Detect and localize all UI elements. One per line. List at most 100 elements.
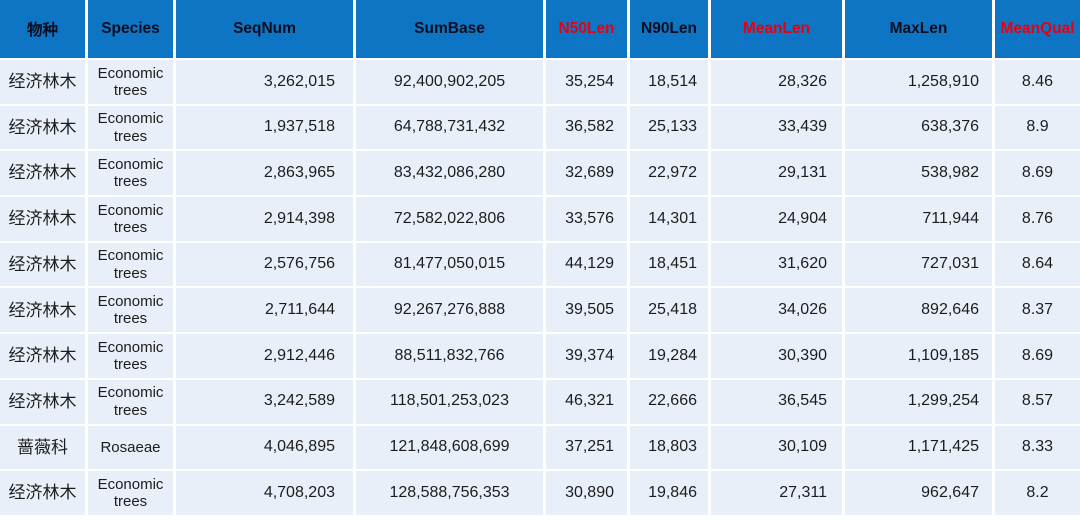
table-cell: 1,937,518: [176, 105, 356, 152]
table-cell: Economic trees: [88, 197, 176, 243]
column-header-maxlen: MaxLen: [845, 0, 995, 60]
table-cell: Rosaeae: [88, 425, 176, 472]
table-cell: 蔷薇科: [0, 425, 88, 472]
table-cell: 经济林木: [0, 105, 88, 152]
column-header-meanqual: MeanQual: [995, 0, 1080, 60]
table-cell: 8.64: [995, 242, 1080, 289]
table-cell: 2,863,965: [176, 151, 356, 198]
column-header-n90len: N90Len: [630, 0, 711, 60]
table-cell: Economic trees: [88, 379, 176, 426]
table-cell: 8.33: [995, 425, 1080, 472]
table-cell: 27,311: [711, 471, 845, 517]
table-cell: 30,890: [546, 471, 630, 517]
table-cell: 64,788,731,432: [356, 105, 546, 152]
table-cell: 638,376: [845, 105, 995, 152]
column-header-n50len: N50Len: [546, 0, 630, 60]
table-cell: 8.76: [995, 197, 1080, 243]
table-cell: 22,972: [630, 151, 711, 198]
table-cell: 118,501,253,023: [356, 379, 546, 426]
table-cell: 538,982: [845, 151, 995, 198]
table-cell: 8.37: [995, 288, 1080, 335]
table-cell: 8.9: [995, 105, 1080, 152]
table-cell: 92,400,902,205: [356, 60, 546, 106]
table-cell: 24,904: [711, 197, 845, 243]
table-cell: 83,432,086,280: [356, 151, 546, 198]
table-cell: 121,848,608,699: [356, 425, 546, 472]
table-cell: 2,576,756: [176, 242, 356, 289]
table-cell: 经济林木: [0, 242, 88, 289]
table-cell: 19,846: [630, 471, 711, 517]
table-cell: 1,258,910: [845, 60, 995, 106]
table-cell: 36,545: [711, 379, 845, 426]
column-header-meanlen: MeanLen: [711, 0, 845, 60]
table-cell: 34,026: [711, 288, 845, 335]
table-cell: 25,133: [630, 105, 711, 152]
table-cell: 35,254: [546, 60, 630, 106]
table-cell: 33,576: [546, 197, 630, 243]
table-cell: 36,582: [546, 105, 630, 152]
table-cell: Economic trees: [88, 334, 176, 380]
table-cell: 1,109,185: [845, 334, 995, 380]
table-cell: 39,374: [546, 334, 630, 380]
table-cell: 经济林木: [0, 151, 88, 198]
table-cell: 81,477,050,015: [356, 242, 546, 289]
table-cell: 19,284: [630, 334, 711, 380]
table-cell: 经济林木: [0, 197, 88, 243]
table-cell: 8.2: [995, 471, 1080, 517]
table-cell: Economic trees: [88, 288, 176, 335]
table-cell: 30,109: [711, 425, 845, 472]
table-cell: 37,251: [546, 425, 630, 472]
table-cell: Economic trees: [88, 471, 176, 517]
table-cell: 18,803: [630, 425, 711, 472]
table-cell: 14,301: [630, 197, 711, 243]
table-cell: Economic trees: [88, 105, 176, 152]
table-cell: 46,321: [546, 379, 630, 426]
table-cell: 44,129: [546, 242, 630, 289]
table-cell: 32,689: [546, 151, 630, 198]
table-cell: 8.69: [995, 151, 1080, 198]
column-header-sumbase: SumBase: [356, 0, 546, 60]
table-cell: 92,267,276,888: [356, 288, 546, 335]
table-cell: 1,299,254: [845, 379, 995, 426]
table-cell: 18,451: [630, 242, 711, 289]
table-cell: 3,242,589: [176, 379, 356, 426]
column-header-seqnum: SeqNum: [176, 0, 356, 60]
table-cell: 3,262,015: [176, 60, 356, 106]
table-cell: 30,390: [711, 334, 845, 380]
table-cell: 经济林木: [0, 334, 88, 380]
table-cell: 2,711,644: [176, 288, 356, 335]
table-cell: 711,944: [845, 197, 995, 243]
table-cell: 962,647: [845, 471, 995, 517]
table-cell: Economic trees: [88, 242, 176, 289]
table-cell: 28,326: [711, 60, 845, 106]
table-cell: 39,505: [546, 288, 630, 335]
table-cell: 经济林木: [0, 379, 88, 426]
table-cell: 4,708,203: [176, 471, 356, 517]
table-cell: 1,171,425: [845, 425, 995, 472]
table-cell: 128,588,756,353: [356, 471, 546, 517]
table-cell: 经济林木: [0, 471, 88, 517]
table-cell: 2,914,398: [176, 197, 356, 243]
table-cell: Economic trees: [88, 151, 176, 198]
table-cell: Economic trees: [88, 60, 176, 106]
table-cell: 72,582,022,806: [356, 197, 546, 243]
table-cell: 727,031: [845, 242, 995, 289]
table-cell: 经济林木: [0, 60, 88, 106]
table-cell: 88,511,832,766: [356, 334, 546, 380]
table-cell: 8.57: [995, 379, 1080, 426]
table-cell: 31,620: [711, 242, 845, 289]
table-cell: 2,912,446: [176, 334, 356, 380]
table-cell: 18,514: [630, 60, 711, 106]
table-cell: 29,131: [711, 151, 845, 198]
table-cell: 8.46: [995, 60, 1080, 106]
table-cell: 33,439: [711, 105, 845, 152]
table-cell: 25,418: [630, 288, 711, 335]
table-cell: 8.69: [995, 334, 1080, 380]
table-cell: 经济林木: [0, 288, 88, 335]
column-header-species: Species: [88, 0, 176, 60]
column-header-物种: 物种: [0, 0, 88, 60]
table-cell: 4,046,895: [176, 425, 356, 472]
table-cell: 22,666: [630, 379, 711, 426]
table-cell: 892,646: [845, 288, 995, 335]
